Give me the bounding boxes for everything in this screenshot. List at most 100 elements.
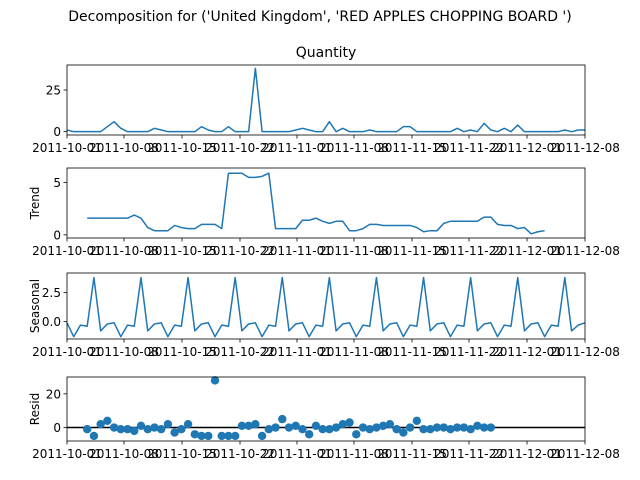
x-tick-label: 2011-11-01 bbox=[262, 244, 332, 258]
resid-point bbox=[163, 419, 173, 429]
resid-point bbox=[452, 423, 462, 432]
resid-point bbox=[136, 421, 146, 431]
y-axis-label: Resid bbox=[28, 393, 42, 425]
resid-point bbox=[426, 425, 435, 434]
y-tick-label: 2.5 bbox=[42, 286, 61, 300]
x-tick-label: 2011-11-15 bbox=[377, 447, 447, 461]
x-tick-label: 2011-10-22 bbox=[205, 141, 275, 155]
x-tick-label: 2011-10-15 bbox=[147, 141, 217, 155]
resid-point bbox=[473, 421, 482, 431]
resid-point bbox=[264, 425, 274, 434]
y-tick-label: 25 bbox=[46, 84, 61, 98]
resid-point bbox=[304, 430, 314, 439]
y-axis-label: Seasonal bbox=[28, 279, 42, 333]
resid-point bbox=[251, 419, 260, 429]
x-tick-label: 2011-11-22 bbox=[434, 345, 504, 359]
x-tick-label: 2011-12-01 bbox=[492, 345, 562, 359]
resid-point bbox=[82, 425, 92, 434]
x-tick-label: 2011-11-15 bbox=[377, 345, 447, 359]
x-tick-label: 2011-11-08 bbox=[319, 141, 389, 155]
x-tick-label: 2011-10-01 bbox=[32, 447, 102, 461]
x-tick-label: 2011-11-22 bbox=[434, 244, 504, 258]
resid-point bbox=[204, 431, 213, 441]
resid-point bbox=[183, 419, 193, 429]
series-line bbox=[66, 67, 585, 133]
trend-panel: Trend052011-10-012011-10-082011-10-15201… bbox=[28, 167, 620, 258]
resid-point bbox=[116, 425, 126, 434]
resid-point bbox=[298, 425, 307, 434]
y-axis-label: Trend bbox=[28, 187, 42, 221]
resid-point bbox=[432, 423, 442, 432]
x-tick-label: 2011-11-01 bbox=[262, 447, 332, 461]
series-line bbox=[87, 172, 545, 235]
x-tick-label: 2011-10-08 bbox=[89, 141, 159, 155]
resid-point bbox=[372, 423, 381, 432]
x-tick-label: 2011-10-22 bbox=[205, 447, 275, 461]
x-tick-label: 2011-11-22 bbox=[434, 141, 504, 155]
x-tick-label: 2011-10-08 bbox=[89, 447, 159, 461]
resid-point bbox=[278, 414, 287, 424]
axes-frame bbox=[66, 376, 586, 442]
resid-point bbox=[331, 423, 341, 432]
resid-point bbox=[284, 423, 294, 432]
resid-point bbox=[378, 421, 388, 431]
resid-point bbox=[109, 423, 119, 432]
resid-point bbox=[412, 416, 422, 425]
x-tick-label: 2011-11-15 bbox=[377, 244, 447, 258]
resid-point bbox=[486, 423, 496, 432]
resid-point bbox=[466, 425, 475, 434]
y-tick-label: 0.0 bbox=[42, 315, 61, 329]
x-tick-label: 2011-12-01 bbox=[492, 141, 562, 155]
y-tick-label: 0 bbox=[53, 228, 61, 242]
x-tick-label: 2011-10-22 bbox=[205, 345, 275, 359]
x-tick-label: 2011-12-01 bbox=[492, 447, 562, 461]
resid-point bbox=[224, 431, 233, 441]
panel-title: Quantity bbox=[296, 45, 357, 61]
resid-point bbox=[439, 423, 448, 432]
x-tick-label: 2011-11-08 bbox=[319, 244, 389, 258]
x-tick-label: 2011-12-01 bbox=[492, 244, 562, 258]
resid-point bbox=[156, 425, 166, 434]
resid-point bbox=[385, 419, 395, 429]
resid-point bbox=[325, 425, 334, 434]
resid-point bbox=[89, 431, 99, 441]
resid-point bbox=[446, 425, 455, 434]
resid-panel: Resid0202011-10-012011-10-082011-10-1520… bbox=[28, 376, 620, 461]
x-tick-label: 2011-11-01 bbox=[262, 345, 332, 359]
resid-point bbox=[419, 425, 428, 434]
resid-point bbox=[345, 418, 354, 427]
resid-point bbox=[103, 416, 112, 425]
x-tick-label: 2011-12-08 bbox=[550, 141, 620, 155]
resid-point bbox=[358, 423, 368, 432]
axes-frame bbox=[66, 167, 586, 239]
x-tick-label: 2011-11-15 bbox=[377, 141, 447, 155]
resid-point bbox=[130, 426, 139, 436]
resid-point bbox=[365, 425, 374, 434]
y-tick-label: 0 bbox=[53, 125, 61, 139]
x-tick-label: 2011-10-01 bbox=[32, 244, 102, 258]
resid-point bbox=[257, 431, 267, 441]
x-tick-label: 2011-11-08 bbox=[319, 447, 389, 461]
x-tick-label: 2011-10-08 bbox=[89, 244, 159, 258]
x-tick-label: 2011-10-01 bbox=[32, 345, 102, 359]
axes-frame bbox=[66, 64, 586, 136]
resid-point bbox=[96, 419, 105, 429]
x-tick-label: 2011-10-15 bbox=[147, 244, 217, 258]
axes-frame bbox=[66, 272, 586, 340]
seasonal-panel: Seasonal 0.02.52011-10-012011-10-082011-1… bbox=[28, 272, 620, 359]
x-tick-label: 2011-12-08 bbox=[550, 447, 620, 461]
y-tick-label: 0 bbox=[53, 421, 61, 435]
resid-point bbox=[150, 423, 159, 432]
x-tick-label: 2011-10-22 bbox=[205, 244, 275, 258]
y-tick-label: 5 bbox=[53, 176, 61, 190]
x-tick-label: 2011-10-15 bbox=[147, 345, 217, 359]
chart-suptitle: Decomposition for ('United Kingdom', 'RE… bbox=[68, 9, 572, 25]
resid-point bbox=[318, 425, 327, 434]
x-tick-label: 2011-11-22 bbox=[434, 447, 504, 461]
resid-point bbox=[392, 425, 401, 434]
x-tick-label: 2011-11-01 bbox=[262, 141, 332, 155]
resid-point bbox=[177, 425, 186, 434]
resid-point bbox=[459, 423, 469, 432]
resid-point bbox=[399, 428, 408, 437]
resid-point bbox=[197, 431, 206, 441]
